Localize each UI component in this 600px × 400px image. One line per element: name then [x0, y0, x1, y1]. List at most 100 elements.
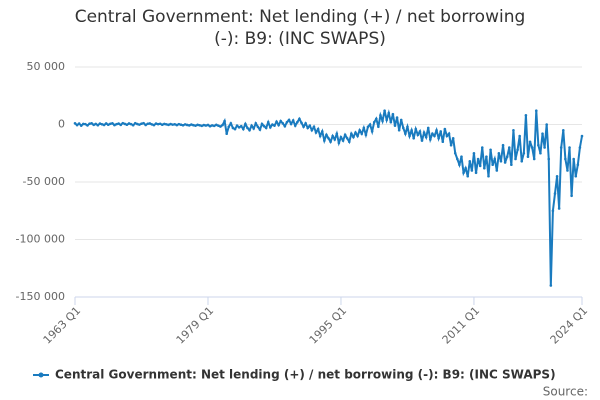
data-point	[237, 126, 241, 129]
data-point	[293, 124, 297, 127]
data-point	[212, 124, 216, 128]
data-point	[88, 122, 91, 125]
data-point	[219, 125, 222, 128]
data-point	[167, 123, 170, 127]
data-point	[291, 119, 295, 122]
data-point	[406, 125, 409, 129]
data-point	[115, 122, 118, 126]
data-point	[537, 143, 540, 147]
data-point	[470, 169, 474, 172]
data-point	[242, 127, 245, 131]
data-point	[368, 123, 372, 126]
data-point	[177, 122, 181, 126]
data-point	[412, 137, 415, 140]
data-point	[98, 122, 102, 125]
data-point	[163, 122, 166, 126]
data-point	[410, 128, 413, 132]
data-point	[123, 122, 127, 126]
data-point	[113, 123, 116, 127]
data-point	[439, 130, 443, 133]
data-point	[73, 122, 77, 125]
data-point	[518, 134, 521, 138]
data-point	[358, 128, 361, 132]
data-point	[283, 124, 287, 128]
legend-marker	[38, 372, 44, 378]
data-point	[404, 132, 407, 135]
data-point	[426, 126, 430, 130]
data-point	[549, 284, 553, 287]
y-tick-label: -50 000	[23, 175, 65, 188]
data-point	[256, 125, 260, 129]
data-point	[102, 123, 106, 127]
data-point	[505, 155, 509, 158]
data-point	[497, 151, 501, 155]
data-point	[520, 160, 524, 163]
data-point	[133, 121, 137, 125]
data-point	[316, 127, 320, 131]
data-point	[323, 139, 326, 142]
data-point	[578, 146, 582, 149]
data-point	[260, 122, 264, 126]
data-point	[79, 124, 83, 127]
data-point	[491, 163, 494, 167]
data-point	[555, 174, 559, 178]
data-point	[202, 123, 206, 127]
x-tick-label: 1995 Q1	[307, 304, 350, 347]
data-point	[185, 123, 189, 127]
data-point	[77, 122, 81, 125]
data-point	[275, 120, 278, 123]
data-point	[90, 122, 93, 125]
data-point	[360, 132, 364, 135]
data-point	[372, 120, 376, 124]
data-point	[395, 116, 399, 119]
data-point	[264, 126, 268, 130]
data-point	[333, 138, 337, 141]
series-line	[74, 109, 583, 286]
data-point	[532, 157, 536, 161]
data-point	[460, 155, 463, 158]
data-point	[187, 124, 191, 127]
data-point	[501, 143, 505, 147]
data-point	[210, 124, 214, 127]
data-point	[86, 124, 89, 127]
data-point	[318, 134, 322, 138]
data-point	[200, 124, 204, 128]
data-point	[75, 123, 79, 127]
data-point	[109, 122, 112, 126]
data-point	[173, 122, 177, 126]
data-point	[329, 140, 332, 144]
data-point	[422, 131, 426, 134]
data-point	[246, 126, 249, 130]
data-point	[568, 146, 571, 149]
data-point	[362, 126, 366, 130]
data-point	[217, 124, 220, 127]
data-point	[534, 109, 538, 112]
data-point	[522, 151, 526, 155]
y-tick-label: 50 000	[27, 60, 66, 73]
data-point	[524, 114, 528, 117]
data-point	[420, 139, 424, 142]
data-point	[397, 128, 401, 132]
data-point	[252, 127, 255, 130]
data-point	[451, 137, 455, 140]
legend-label: Central Government: Net lending (+) / ne…	[55, 368, 556, 382]
data-point	[356, 134, 359, 138]
x-tick-label: 2024 Q1	[548, 304, 591, 347]
data-point	[190, 123, 193, 126]
data-point	[285, 120, 289, 124]
data-point	[169, 122, 172, 126]
data-point	[308, 124, 312, 127]
data-point	[271, 123, 274, 126]
data-point	[539, 151, 542, 155]
data-point	[370, 130, 374, 133]
data-point	[277, 123, 280, 127]
data-point	[258, 128, 262, 131]
data-point	[206, 123, 210, 127]
data-point	[154, 122, 158, 125]
data-point	[119, 123, 123, 127]
x-tick-label: 2011 Q1	[440, 304, 483, 347]
data-point	[551, 209, 555, 213]
data-point	[142, 121, 145, 125]
data-point	[94, 122, 98, 126]
